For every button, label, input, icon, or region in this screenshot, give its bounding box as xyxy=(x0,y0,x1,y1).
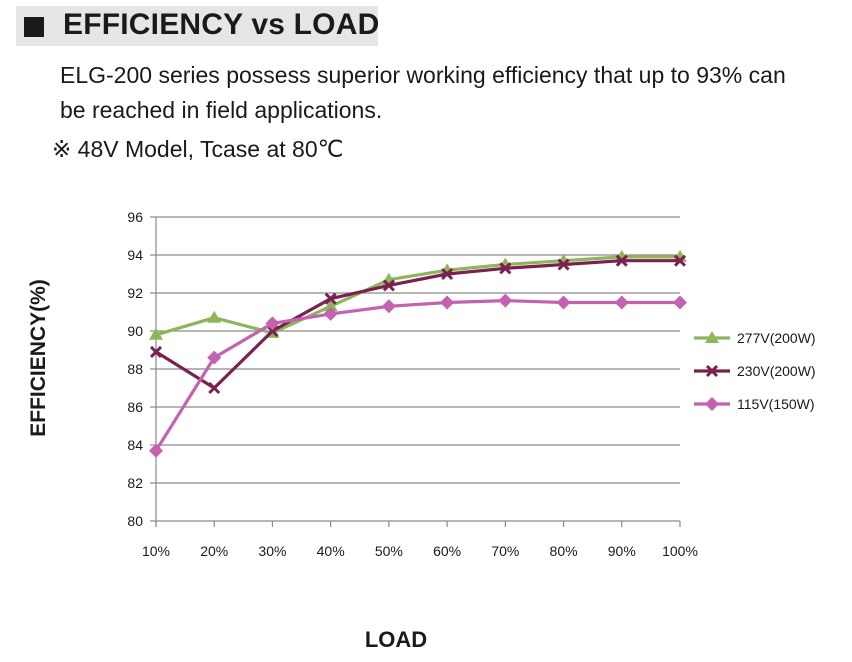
series-277V(200W) xyxy=(149,249,687,340)
triangle-marker xyxy=(149,327,163,340)
x-tick-label: 60% xyxy=(433,543,461,559)
square-bullet-icon xyxy=(24,17,44,37)
y-tick-label: 96 xyxy=(127,209,143,225)
y-tick-label: 90 xyxy=(127,323,143,339)
x-tick-label: 10% xyxy=(142,543,170,559)
legend-entry: 277V(200W) xyxy=(694,330,816,346)
y-tick-label: 94 xyxy=(127,247,143,263)
description-line-2: be reached in field applications. xyxy=(60,97,383,123)
x-tick-label: 40% xyxy=(317,543,345,559)
x-marker xyxy=(382,279,395,292)
x-marker xyxy=(149,345,163,358)
diamond-marker xyxy=(381,299,396,314)
triangle-marker xyxy=(323,299,338,312)
x-tick-label: 30% xyxy=(258,543,286,559)
description-note: ※ 48V Model, Tcase at 80℃ xyxy=(52,136,344,162)
x-tick-label: 80% xyxy=(550,543,578,559)
diamond-marker xyxy=(323,306,338,321)
diamond-marker xyxy=(705,397,719,411)
y-tick-label: 86 xyxy=(127,399,143,415)
legend-entry: 115V(150W) xyxy=(694,396,815,412)
triangle-marker xyxy=(207,310,222,323)
x-marker xyxy=(441,267,454,281)
y-tick-label: 82 xyxy=(127,475,143,491)
x-marker xyxy=(615,254,628,267)
series-line xyxy=(155,255,680,337)
diamond-marker xyxy=(673,295,687,310)
x-marker xyxy=(208,381,221,395)
series-115V(150W) xyxy=(149,293,687,458)
y-axis-label-box: EFFICIENCY(%) xyxy=(24,258,54,458)
legend-entry: 230V(200W) xyxy=(694,363,816,379)
diamond-marker xyxy=(556,295,571,310)
x-marker xyxy=(266,324,279,338)
x-marker xyxy=(557,258,570,271)
diamond-marker xyxy=(498,293,513,308)
legend-label: 277V(200W) xyxy=(737,330,816,346)
diamond-marker xyxy=(207,350,222,365)
legend-label: 115V(150W) xyxy=(737,396,815,412)
x-marker xyxy=(324,292,337,305)
diamond-marker xyxy=(149,443,163,458)
y-tick-label: 84 xyxy=(127,437,143,453)
page-title: EFFICIENCY vs LOAD xyxy=(63,8,380,41)
series-230V(200W) xyxy=(149,254,687,395)
diamond-marker xyxy=(440,295,455,310)
x-marker xyxy=(705,364,719,378)
y-tick-label: 92 xyxy=(127,285,143,301)
y-tick-label: 80 xyxy=(127,513,143,529)
diamond-marker xyxy=(614,295,629,310)
y-axis-label: EFFICIENCY(%) xyxy=(27,279,50,437)
triangle-marker xyxy=(705,331,719,343)
y-tick-label: 88 xyxy=(127,361,143,377)
x-tick-label: 70% xyxy=(491,543,519,559)
legend-label: 230V(200W) xyxy=(737,363,816,379)
x-tick-label: 20% xyxy=(200,543,228,559)
x-axis-label: LOAD xyxy=(364,627,428,652)
x-tick-label: 90% xyxy=(608,543,636,559)
description-line-1: ELG-200 series possess superior working … xyxy=(60,62,786,88)
series-line xyxy=(154,299,680,452)
x-marker xyxy=(499,262,512,275)
x-marker xyxy=(673,254,687,267)
x-tick-label: 100% xyxy=(662,543,698,559)
x-tick-label: 50% xyxy=(375,543,403,559)
title-bar xyxy=(16,6,378,46)
series-line xyxy=(155,259,680,390)
diamond-marker xyxy=(265,316,280,331)
